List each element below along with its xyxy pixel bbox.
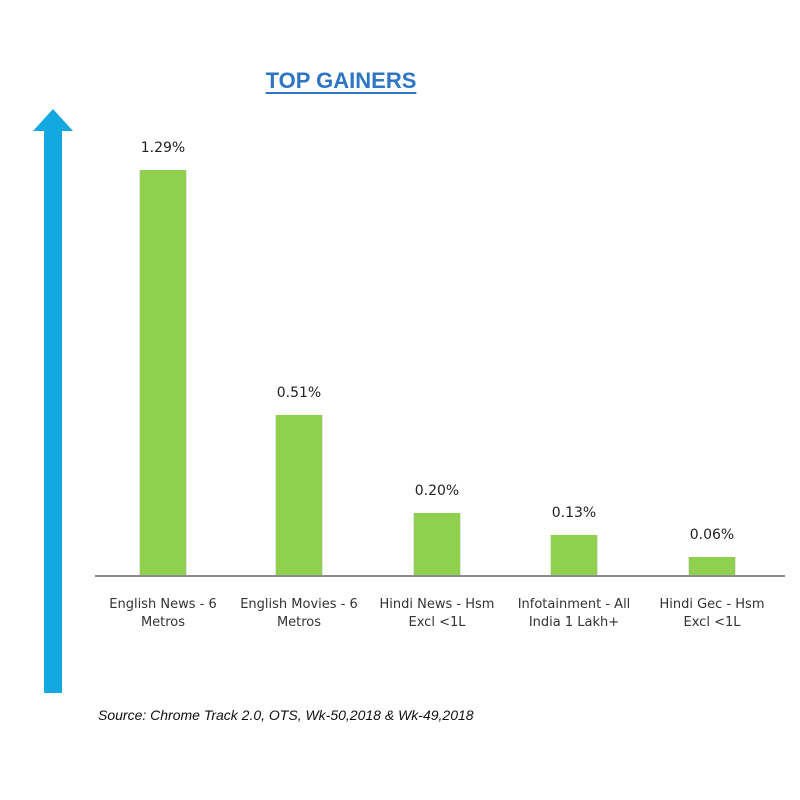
category-label-line1: Infotainment - All xyxy=(517,597,631,612)
bar-value-label: 0.06% xyxy=(689,527,735,543)
category-label-line2: Excl <1L xyxy=(683,615,741,630)
bar-value-label: 0.20% xyxy=(414,483,460,499)
category-label-line2: Metros xyxy=(276,615,322,630)
category-label-line1: Hindi Gec - Hsm xyxy=(659,597,765,612)
category-label-line1: Hindi News - Hsm xyxy=(379,597,495,612)
category-label-line1: English News - 6 xyxy=(109,597,217,612)
category-label: Hindi News - Hsm Excl <1L xyxy=(368,596,506,632)
category-label-line2: Metros xyxy=(140,615,186,630)
chart-title: TOP GAINERS xyxy=(265,68,417,93)
x-axis-line xyxy=(95,575,785,577)
category-label-line2: Excl <1L xyxy=(408,615,466,630)
bar-value-label: 0.51% xyxy=(276,385,322,401)
bar xyxy=(689,557,735,576)
arrow-shaft xyxy=(44,130,62,693)
category-label: Hindi Gec - Hsm Excl <1L xyxy=(643,596,781,632)
bar xyxy=(140,170,186,576)
category-label: Infotainment - All India 1 Lakh+ xyxy=(505,596,643,632)
bar xyxy=(276,415,322,576)
category-label-line1: English Movies - 6 xyxy=(240,597,358,612)
bar-value-label: 0.13% xyxy=(551,505,597,521)
bar-value-label: 1.29% xyxy=(140,140,186,156)
bar xyxy=(414,513,460,576)
category-label: English Movies - 6 Metros xyxy=(230,596,368,632)
source-note: Source: Chrome Track 2.0, OTS, Wk-50,201… xyxy=(98,707,474,723)
bar xyxy=(551,535,597,576)
category-label: English News - 6 Metros xyxy=(94,596,232,632)
category-label-line2: India 1 Lakh+ xyxy=(528,615,620,630)
arrow-up-icon xyxy=(33,109,73,131)
